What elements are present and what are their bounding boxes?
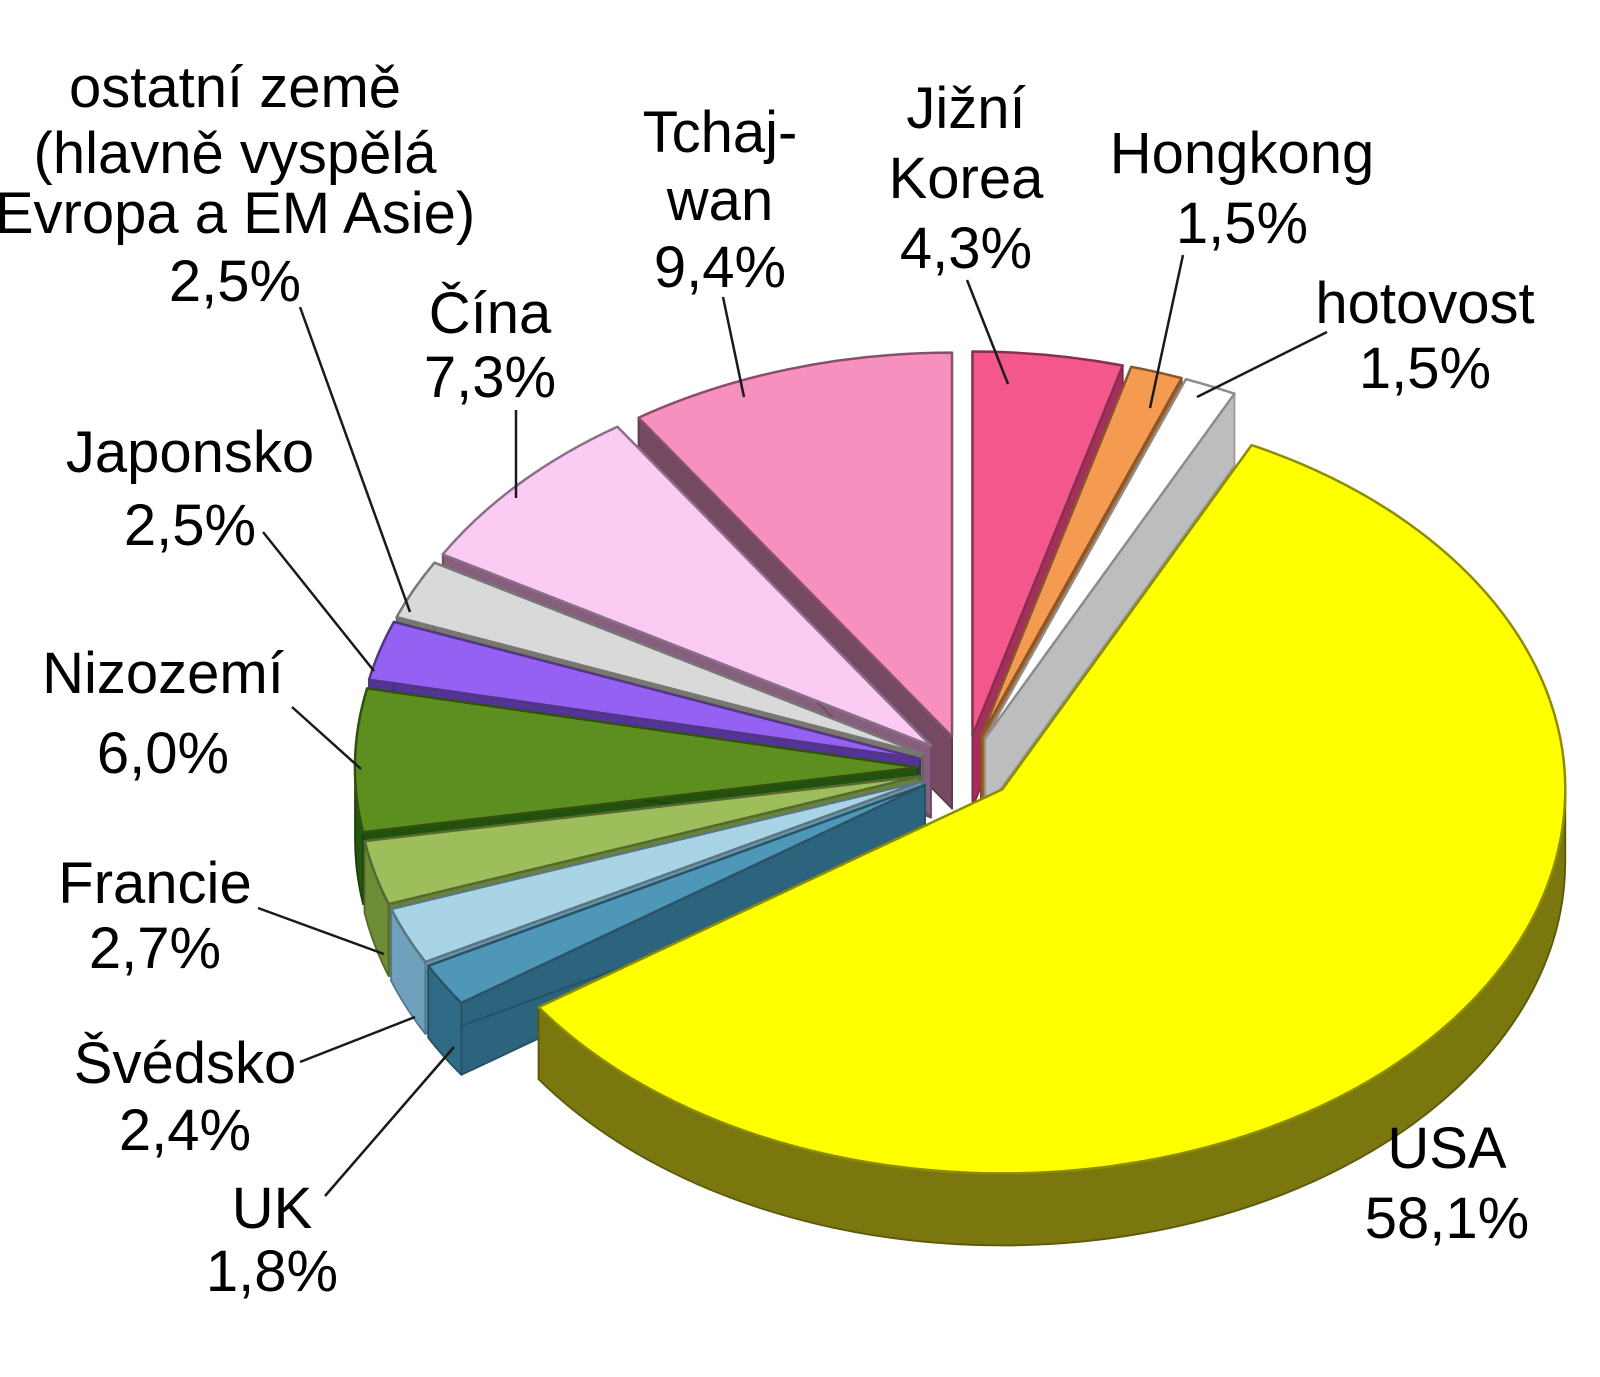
slice-label-line: 4,3% — [900, 216, 1032, 281]
slice-label-line: 2,5% — [124, 493, 256, 558]
slice-label-hotovost: hotovost 1,5% — [1315, 271, 1534, 401]
slice-label-jizni-korea: Jižní Korea 4,3% — [889, 76, 1045, 281]
slice-label-line: Francie — [58, 851, 251, 916]
slice-usa — [537, 443, 1567, 1247]
leader-line-hotovost — [1196, 330, 1328, 399]
slice-usa-top — [537, 443, 1567, 1175]
slice-label-line: UK — [232, 1176, 313, 1241]
slice-label-line: wan — [666, 168, 773, 233]
slice-hotovost-top — [983, 377, 1236, 740]
slice-label-line: 7,3% — [424, 345, 556, 410]
slice-label-line: 58,1% — [1365, 1186, 1529, 1251]
slice-francie-top — [363, 774, 921, 906]
slice-label-line: Japonsko — [66, 420, 314, 485]
slice-labels-layer: Jižní Korea 4,3%Hongkong 1,5%hotovost 1,5%US… — [0, 55, 1535, 1304]
leader-line-svedsko — [299, 1015, 416, 1064]
slice-label-line: Evropa a EM Asie) — [0, 181, 475, 246]
slice-hotovost — [983, 377, 1236, 811]
leader-line-francie — [257, 906, 385, 956]
slice-label-tchaj-wan: Tchaj-wan 9,4% — [643, 100, 798, 300]
slice-label-francie: Francie 2,7% — [58, 851, 251, 981]
leader-line-nizozemi — [291, 706, 362, 770]
slice-label-line: 1,5% — [1176, 191, 1308, 256]
slice-label-line: 2,5% — [169, 249, 301, 314]
slice-cina-top — [441, 425, 933, 747]
slice-tchaj-wan-top — [637, 351, 954, 738]
slice-label-svedsko: Švédsko 2,4% — [74, 1031, 296, 1163]
slice-nizozemi-top — [353, 687, 920, 834]
leader-line-uk — [324, 1046, 455, 1197]
slice-label-line: Tchaj- — [643, 100, 798, 165]
slice-label-line: USA — [1387, 1116, 1507, 1181]
slice-label-line: Švédsko — [74, 1031, 296, 1096]
slice-label-line: Nizozemí — [42, 641, 284, 706]
slice-japonsko-top — [367, 620, 922, 761]
slice-label-usa: USA 58,1% — [1365, 1116, 1529, 1251]
slice-svedsko-top — [389, 779, 924, 964]
slice-label-line: Čína — [429, 281, 552, 346]
slice-label-line: 1,5% — [1359, 336, 1491, 401]
slice-label-line: 2,4% — [119, 1098, 251, 1163]
leader-line-tchaj-wan — [721, 296, 746, 398]
slice-label-japonsko: Japonsko 2,5% — [66, 420, 314, 558]
leader-line-ostatni-zeme — [298, 306, 412, 613]
slice-label-line: 1,8% — [206, 1239, 338, 1304]
slice-label-line: Jižní — [906, 76, 1025, 141]
slice-ostatni-zeme-top — [395, 561, 924, 756]
leader-line-hongkong — [1148, 254, 1185, 409]
slice-uk-top — [427, 783, 927, 1005]
slice-label-ostatni-zeme: ostatní země (hlavně vyspělá Evropa a EM A… — [0, 55, 475, 314]
slice-label-nizozemi: Nizozemí 6,0% — [42, 641, 284, 786]
slice-label-line: 6,0% — [97, 721, 229, 786]
slice-label-line: hotovost — [1315, 271, 1534, 336]
slice-label-line: ostatní země — [69, 55, 401, 120]
slice-label-line: Hongkong — [1110, 121, 1374, 186]
leader-line-jizni-korea — [965, 279, 1010, 385]
slice-label-uk: UK 1,8% — [206, 1176, 338, 1304]
slice-label-line: 2,7% — [89, 916, 221, 981]
slice-jizni-korea-top — [971, 350, 1124, 737]
slice-label-hongkong: Hongkong 1,5% — [1110, 121, 1374, 256]
leader-lines-layer — [257, 254, 1328, 1197]
slice-label-cina: Čína 7,3% — [424, 281, 556, 410]
slice-label-line: (hlavně vyspělá — [34, 121, 438, 186]
leader-line-japonsko — [262, 531, 375, 672]
slices-layer — [353, 350, 1567, 1247]
slice-label-line: Korea — [889, 146, 1045, 211]
slice-label-line: 9,4% — [654, 235, 786, 300]
